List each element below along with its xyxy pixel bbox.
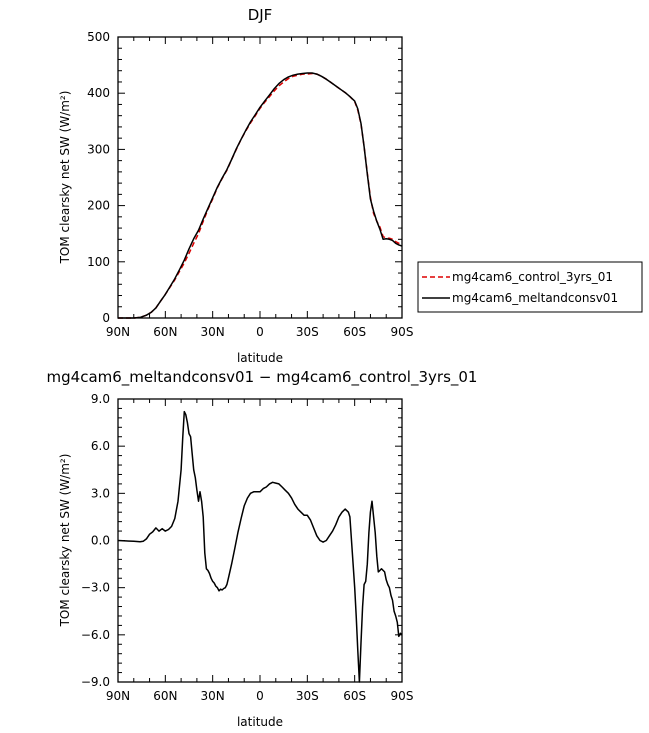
bottom-x-tick-label: 90N [106, 689, 130, 703]
top-plot-frame [117, 36, 403, 319]
bottom-x-tick-label: 30S [296, 689, 319, 703]
top-y-tick-label: 500 [87, 30, 110, 44]
legend-box [417, 261, 643, 313]
bottom-x-tick-label: 0 [256, 689, 264, 703]
top-x-axis-label: latitude [237, 351, 283, 365]
top-chart-title: DJF [248, 6, 273, 24]
top-y-axis-label: TOM clearsky net SW (W/m²) [58, 91, 72, 265]
top-x-tick-label: 90S [391, 325, 414, 339]
top-chart: DJF 90N 60N 30N 0 30S 60S 90S0100200300400500 … [58, 6, 413, 365]
bottom-y-tick-label: −6.0 [81, 628, 110, 642]
bottom-y-tick-label: 0.0 [91, 534, 110, 548]
top-y-tick-label: 200 [87, 199, 110, 213]
bottom-x-tick-label: 30N [201, 689, 225, 703]
top-x-tick-label: 30N [201, 325, 225, 339]
bottom-y-tick-label: 6.0 [91, 439, 110, 453]
top-y-tick-label: 100 [87, 255, 110, 269]
top-y-tick-label: 300 [87, 142, 110, 156]
top-y-tick-label: 0 [102, 311, 110, 325]
legend-label-control: mg4cam6_control_3yrs_01 [452, 270, 613, 284]
bottom-y-axis-label: TOM clearsky net SW (W/m²) [58, 454, 72, 628]
top-y-tick-label: 400 [87, 86, 110, 100]
top-chart-legend: mg4cam6_control_3yrs_01 mg4cam6_meltandc… [417, 261, 643, 313]
top-series-line-mg4cam6_control_3yrs_01 [118, 72, 403, 319]
bottom-x-tick-label: 90S [391, 689, 414, 703]
legend-label-meltandconsv: mg4cam6_meltandconsv01 [452, 291, 618, 305]
bottom-y-tick-label: 3.0 [91, 486, 110, 500]
bottom-x-tick-label: 60S [343, 689, 366, 703]
top-x-tick-label: 90N [106, 325, 130, 339]
bottom-x-axis-label: latitude [237, 715, 283, 729]
top-x-tick-label: 60S [343, 325, 366, 339]
bottom-series-line-difference [117, 410, 403, 683]
top-x-tick-label: 30S [296, 325, 319, 339]
bottom-chart-title: mg4cam6_meltandconsv01 − mg4cam6_control… [47, 368, 478, 387]
top-x-tick-label: 0 [256, 325, 264, 339]
top-series-line-mg4cam6_meltandconsv01 [118, 72, 403, 319]
bottom-y-tick-label: 9.0 [91, 392, 110, 406]
bottom-y-tick-label: −3.0 [81, 581, 110, 595]
bottom-y-tick-label: −9.0 [81, 675, 110, 689]
bottom-plot-frame [117, 398, 403, 683]
bottom-x-tick-label: 60N [153, 689, 177, 703]
top-x-tick-label: 60N [153, 325, 177, 339]
bottom-chart: mg4cam6_meltandconsv01 − mg4cam6_control… [47, 368, 478, 729]
